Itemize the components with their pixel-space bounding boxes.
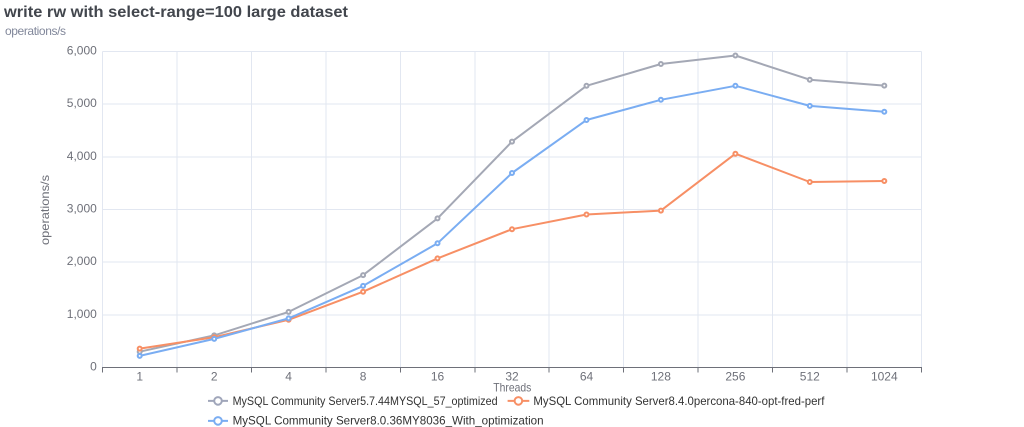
- svg-text:128: 128: [651, 370, 671, 384]
- svg-text:64: 64: [580, 370, 594, 384]
- svg-text:6,000: 6,000: [67, 44, 97, 58]
- svg-text:write rw with select-range=100: write rw with select-range=100 large dat…: [3, 4, 349, 21]
- svg-text:32: 32: [505, 370, 519, 384]
- svg-text:operations/s: operations/s: [5, 24, 66, 38]
- svg-text:512: 512: [800, 370, 820, 384]
- svg-text:2,000: 2,000: [67, 254, 97, 268]
- svg-text:MySQL Community Server8.0.36MY: MySQL Community Server8.0.36MY8036_With_…: [233, 413, 544, 427]
- svg-text:MySQL Community Server5.7.44MY: MySQL Community Server5.7.44MYSQL_57_opt…: [233, 394, 498, 408]
- svg-text:1: 1: [136, 370, 143, 384]
- svg-text:1024: 1024: [871, 370, 898, 384]
- svg-text:4: 4: [285, 370, 292, 384]
- svg-text:16: 16: [431, 370, 445, 384]
- svg-text:256: 256: [725, 370, 745, 384]
- svg-text:8: 8: [360, 370, 367, 384]
- svg-text:3,000: 3,000: [67, 202, 97, 216]
- svg-text:4,000: 4,000: [67, 149, 97, 163]
- svg-text:5,000: 5,000: [67, 96, 97, 110]
- svg-text:MySQL Community Server8.4.0per: MySQL Community Server8.4.0percona-840-o…: [533, 394, 825, 408]
- svg-text:0: 0: [90, 360, 97, 374]
- svg-text:2: 2: [211, 370, 218, 384]
- svg-text:Threads: Threads: [493, 381, 531, 395]
- svg-text:1,000: 1,000: [67, 307, 97, 321]
- svg-text:operations/s: operations/s: [38, 175, 52, 245]
